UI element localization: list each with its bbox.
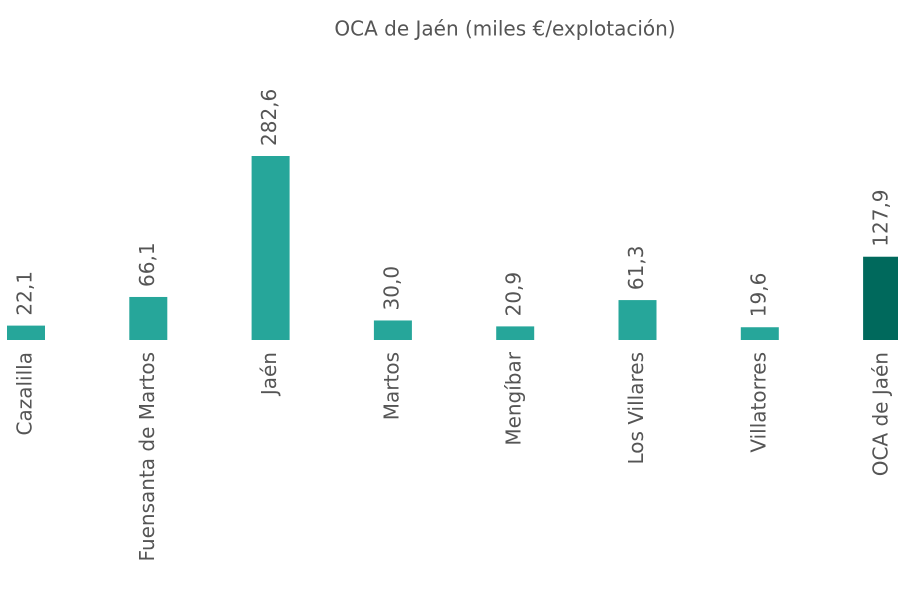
bar [618,300,657,340]
data-label: 127,9 [869,189,893,246]
x-tick-label: Villatorres [746,352,770,453]
bar [863,256,898,340]
data-label: 22,1 [13,271,37,316]
chart-title: OCA de Jaén (miles €/explotación) [334,17,675,41]
x-tick-label: Fuensanta de Martos [135,352,159,561]
x-tick-label: Cazalilla [13,352,37,435]
x-tick-label: Mengíbar [502,351,526,445]
data-label: 282,6 [257,89,281,146]
bar [129,296,168,340]
data-label: 66,1 [135,242,159,287]
data-label: 20,9 [502,272,526,317]
data-label: 19,6 [746,273,770,318]
bar [251,156,290,340]
bar [740,327,779,340]
data-label: 61,3 [624,246,648,291]
x-tick-label: Martos [379,352,403,420]
x-tick-label: Jaén [257,352,281,397]
x-tick-label: Los Villares [624,352,648,464]
bar [373,320,412,340]
bar [496,326,535,340]
bar [7,325,45,340]
data-label: 30,0 [379,266,403,311]
x-tick-label: OCA de Jaén [869,352,893,476]
